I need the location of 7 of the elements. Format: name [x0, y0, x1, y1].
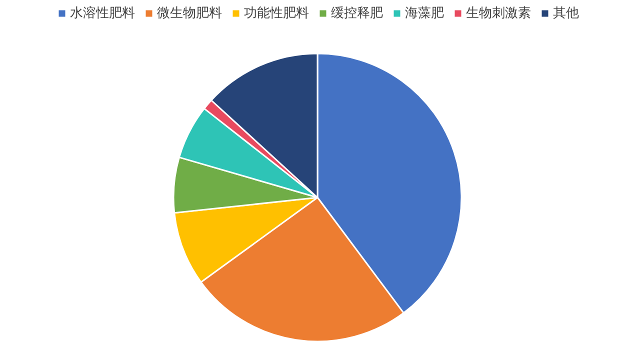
legend-label: 生物刺激素	[466, 5, 531, 22]
legend-label: 缓控释肥	[331, 5, 383, 22]
legend-label: 其他	[553, 5, 579, 22]
legend-label: 水溶性肥料	[70, 5, 135, 22]
legend-label: 功能性肥料	[244, 5, 309, 22]
legend-label: 海藻肥	[405, 5, 444, 22]
legend-label: 微生物肥料	[157, 5, 222, 22]
